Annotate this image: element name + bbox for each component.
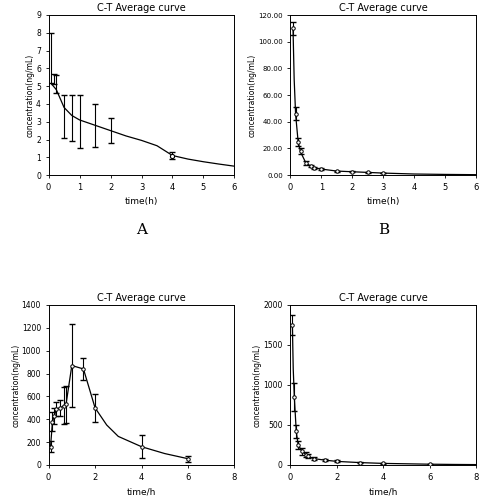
Title: C-T Average curve: C-T Average curve (97, 3, 186, 13)
X-axis label: time(h): time(h) (125, 198, 158, 206)
X-axis label: time(h): time(h) (366, 198, 400, 206)
Title: C-T Average curve: C-T Average curve (339, 293, 428, 303)
Text: A: A (136, 223, 147, 237)
Text: B: B (378, 223, 389, 237)
Title: C-T Average curve: C-T Average curve (97, 293, 186, 303)
Y-axis label: concentration(ng/mL): concentration(ng/mL) (253, 344, 262, 426)
Title: C-T Average curve: C-T Average curve (339, 3, 428, 13)
Y-axis label: concentration(ng/mL): concentration(ng/mL) (248, 54, 257, 136)
Y-axis label: concentration(ng/mL): concentration(ng/mL) (11, 344, 20, 426)
X-axis label: time/h: time/h (369, 487, 398, 496)
X-axis label: time/h: time/h (127, 487, 156, 496)
Y-axis label: concentration(ng/mL): concentration(ng/mL) (26, 54, 35, 136)
